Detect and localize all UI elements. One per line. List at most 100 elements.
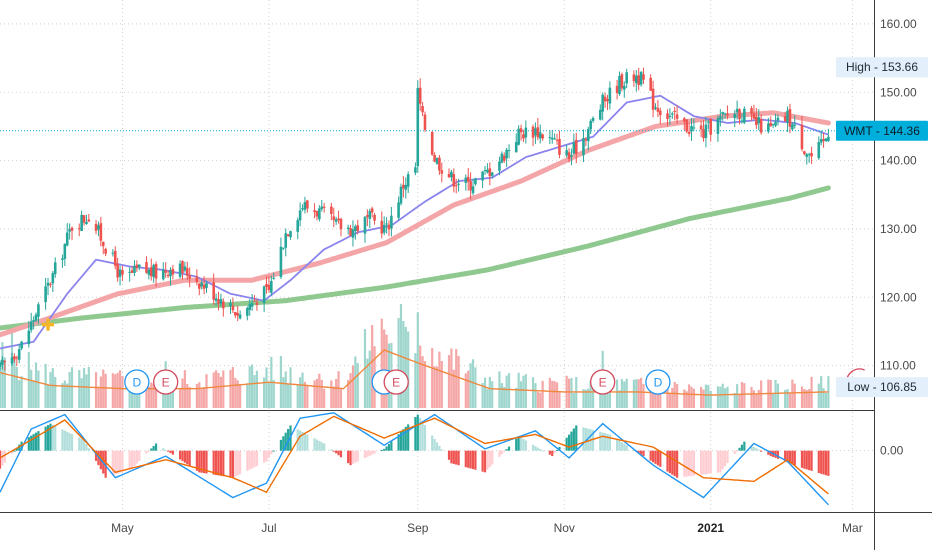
histogram-bar bbox=[767, 450, 770, 455]
candle-body bbox=[819, 139, 823, 143]
candle-body bbox=[709, 118, 713, 135]
histogram-bar bbox=[784, 450, 787, 462]
time-tick-label: Mar bbox=[842, 521, 863, 535]
volume-bar bbox=[289, 367, 292, 408]
candle-body bbox=[128, 271, 131, 273]
candle-body bbox=[399, 186, 403, 204]
histogram-bar bbox=[709, 450, 712, 474]
histogram-bar bbox=[330, 449, 333, 451]
candle-body bbox=[1, 359, 4, 365]
candle-body bbox=[769, 122, 773, 127]
histogram-bar bbox=[18, 444, 21, 451]
candle-body bbox=[322, 206, 326, 208]
histogram-bar bbox=[447, 450, 451, 460]
histogram-bar bbox=[457, 450, 460, 466]
volume-bar bbox=[323, 388, 326, 408]
volume-bar bbox=[671, 387, 674, 408]
candle-body bbox=[519, 128, 523, 133]
histogram-bar bbox=[68, 432, 71, 451]
dividend-marker[interactable]: D bbox=[124, 369, 150, 395]
histogram-bar bbox=[186, 450, 189, 465]
candle-body bbox=[522, 134, 525, 139]
histogram-bar bbox=[1, 450, 4, 466]
histogram-bar bbox=[471, 450, 475, 470]
volume-bar bbox=[397, 318, 400, 408]
volume-bar bbox=[505, 375, 508, 408]
candle-body bbox=[385, 223, 388, 225]
volume-bar bbox=[651, 383, 655, 408]
volume-bar bbox=[78, 369, 81, 408]
histogram-bar bbox=[147, 450, 150, 452]
candle-body bbox=[656, 107, 660, 112]
histogram-bar bbox=[313, 438, 316, 451]
volume-bar bbox=[570, 377, 573, 408]
candle-body bbox=[500, 153, 504, 163]
candle-body bbox=[805, 154, 809, 157]
volume-bar bbox=[721, 383, 724, 408]
histogram-bar bbox=[659, 450, 662, 467]
earnings-marker[interactable]: E bbox=[153, 369, 179, 395]
candle-body bbox=[286, 234, 290, 236]
histogram-bar bbox=[793, 450, 796, 466]
candle-body bbox=[46, 282, 50, 286]
volume-bar bbox=[102, 369, 105, 408]
histogram-bar bbox=[582, 427, 585, 451]
dividend-marker[interactable]: D bbox=[645, 369, 671, 395]
candle-body bbox=[10, 357, 14, 364]
candle-body bbox=[135, 264, 139, 269]
candle-body bbox=[752, 113, 756, 119]
oscillator-fast-line bbox=[0, 412, 829, 506]
histogram-bar bbox=[760, 450, 763, 452]
candle-body bbox=[37, 304, 40, 317]
histogram-bar bbox=[515, 438, 518, 451]
volume-bar bbox=[299, 377, 302, 408]
histogram-bar bbox=[49, 423, 52, 451]
candle-body bbox=[171, 268, 175, 275]
volume-bar bbox=[822, 388, 825, 408]
candle-body bbox=[68, 229, 71, 232]
candle-body bbox=[567, 152, 571, 159]
histogram-bar bbox=[469, 450, 472, 469]
volume-bar bbox=[200, 388, 203, 408]
volume-bar bbox=[404, 326, 407, 408]
volume-bar bbox=[236, 380, 239, 408]
volume-bar bbox=[111, 373, 114, 408]
candle-body bbox=[236, 313, 240, 316]
candle-body bbox=[723, 113, 727, 115]
candle-body bbox=[817, 142, 821, 159]
volume-bar bbox=[690, 386, 693, 408]
earnings-marker[interactable]: E bbox=[383, 369, 409, 395]
candle-body bbox=[483, 170, 487, 172]
candle-body bbox=[337, 218, 340, 221]
candle-body bbox=[104, 248, 107, 254]
candle-body bbox=[301, 208, 304, 210]
volume-bar bbox=[688, 384, 691, 408]
volume-bar bbox=[313, 380, 316, 408]
volume-bar bbox=[217, 373, 220, 408]
volume-bar bbox=[318, 373, 321, 408]
candle-body bbox=[807, 154, 811, 156]
histogram-bar bbox=[85, 444, 88, 451]
candle-body bbox=[589, 120, 592, 130]
earnings-marker[interactable]: E bbox=[590, 369, 616, 395]
histogram-bar bbox=[166, 450, 170, 452]
oscillator-tick-label: 0.00 bbox=[880, 444, 904, 458]
histogram-bar bbox=[347, 450, 350, 464]
volume-bar bbox=[618, 390, 621, 408]
volume-bar bbox=[503, 386, 506, 408]
candle-body bbox=[490, 172, 494, 176]
histogram-bar bbox=[138, 450, 141, 462]
candle-body bbox=[397, 202, 400, 218]
histogram-bar bbox=[145, 450, 148, 454]
candle-body bbox=[558, 138, 561, 155]
candle-body bbox=[474, 178, 477, 185]
histogram-bar bbox=[824, 450, 828, 476]
volume-bar bbox=[738, 394, 741, 408]
price-tick-label: 120.00 bbox=[880, 290, 917, 304]
candle-body bbox=[370, 208, 374, 213]
volume-bar bbox=[740, 382, 744, 408]
candle-body bbox=[771, 124, 775, 126]
candle-body bbox=[572, 142, 576, 154]
